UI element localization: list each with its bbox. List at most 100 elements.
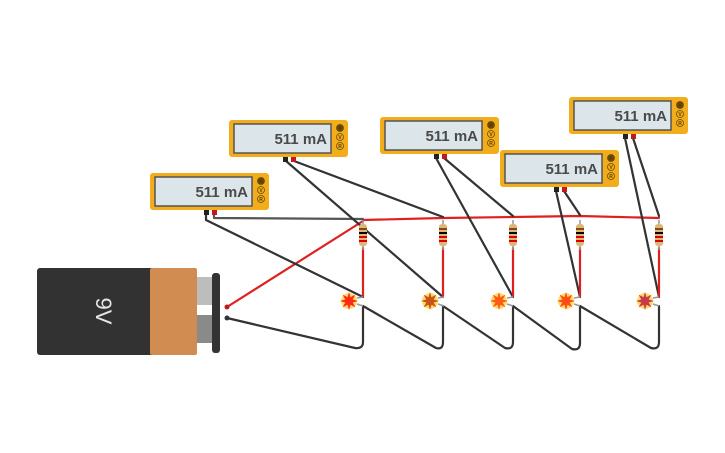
resistor[interactable]	[655, 220, 663, 250]
resistor-band	[576, 240, 584, 242]
resistor[interactable]	[509, 220, 517, 250]
multimeter-5[interactable]: 511 mA AVR	[569, 97, 688, 139]
probe-red[interactable]	[562, 187, 567, 192]
wire-battery-negative[interactable]	[225, 304, 365, 350]
battery-9v[interactable]: 9V	[37, 268, 230, 355]
meter-reading: 511 mA	[425, 128, 478, 145]
led-5[interactable]	[636, 292, 660, 310]
battery-terminal-negative	[197, 315, 213, 343]
mode-label: V	[489, 132, 493, 138]
mode-r-button[interactable]	[336, 142, 344, 150]
wire-meter4-red[interactable]	[562, 189, 582, 217]
led-4[interactable]	[557, 292, 581, 310]
resistor[interactable]	[576, 220, 584, 250]
resistor-band	[359, 232, 367, 234]
mode-label: A	[609, 156, 613, 162]
mode-label: R	[338, 144, 342, 150]
battery-connector-negative[interactable]	[224, 315, 230, 321]
mode-a-button[interactable]	[607, 154, 615, 162]
resistor[interactable]	[439, 220, 447, 250]
mode-a-button[interactable]	[487, 121, 495, 129]
led-glow	[557, 292, 575, 310]
mode-label: R	[678, 121, 682, 127]
resistor-band	[576, 236, 584, 238]
wire-chain-4[interactable]	[578, 304, 661, 350]
probe-red[interactable]	[291, 157, 296, 162]
wire-red-bus[interactable]	[361, 214, 661, 222]
wire-meter4-black[interactable]	[554, 189, 582, 299]
led-1[interactable]	[340, 292, 364, 310]
meter-display	[504, 153, 603, 184]
meter-display	[154, 176, 253, 207]
probe-red[interactable]	[631, 134, 636, 139]
multimeter-4[interactable]: 511 mA AVR	[500, 150, 619, 192]
wire-meter1-red[interactable]	[212, 212, 365, 221]
wire-chain-3[interactable]	[511, 304, 582, 351]
mode-a-button[interactable]	[676, 101, 684, 109]
mode-label: A	[338, 126, 342, 132]
resistor-band	[359, 228, 367, 230]
battery-terminal-positive	[197, 277, 213, 305]
resistor-band	[509, 232, 517, 234]
mode-label: R	[609, 174, 613, 180]
mode-a-button[interactable]	[336, 124, 344, 132]
mode-v-button[interactable]	[607, 163, 615, 171]
resistor-band	[655, 240, 663, 242]
wire-meter3-black[interactable]	[434, 156, 515, 299]
mode-v-button[interactable]	[487, 130, 495, 138]
mode-label: A	[489, 123, 493, 129]
led-3[interactable]	[490, 292, 514, 310]
mode-label: V	[678, 112, 682, 118]
resistor-band	[655, 228, 663, 230]
mode-r-button[interactable]	[607, 172, 615, 180]
wire-meter2-red[interactable]	[292, 159, 445, 219]
probe-black[interactable]	[434, 154, 439, 159]
mode-v-button[interactable]	[676, 110, 684, 118]
wire-chain-2[interactable]	[441, 304, 515, 350]
wire-meter1-black[interactable]	[204, 212, 365, 299]
mode-v-button[interactable]	[336, 133, 344, 141]
probe-red[interactable]	[212, 210, 217, 215]
battery-label-band	[150, 268, 197, 355]
resistor-band	[509, 240, 517, 242]
led-2[interactable]	[421, 292, 445, 310]
wire-chain-1[interactable]	[361, 304, 445, 350]
meter-reading: 511 mA	[195, 184, 248, 201]
probe-black[interactable]	[554, 187, 559, 192]
battery-plate	[212, 273, 220, 353]
multimeter-3[interactable]: 511 mA AVR	[380, 117, 499, 159]
led-glow	[490, 292, 508, 310]
resistor-band	[439, 232, 447, 234]
mode-label: R	[489, 141, 493, 147]
meter-reading: 511 mA	[545, 161, 598, 178]
mode-label: V	[259, 188, 263, 194]
wire-meter5-red[interactable]	[631, 136, 661, 218]
wires	[204, 136, 661, 351]
multimeter-2[interactable]: 511 mA AVR	[229, 120, 348, 162]
wire-meter3-red[interactable]	[442, 156, 515, 218]
probe-black[interactable]	[623, 134, 628, 139]
mode-r-button[interactable]	[676, 119, 684, 127]
probe-black[interactable]	[204, 210, 209, 215]
led-glow	[421, 292, 439, 310]
resistor[interactable]	[359, 220, 367, 250]
led-glow	[636, 292, 654, 310]
resistors	[359, 220, 663, 250]
resistor-band	[576, 228, 584, 230]
probe-black[interactable]	[283, 157, 288, 162]
mode-r-button[interactable]	[257, 195, 265, 203]
mode-r-button[interactable]	[487, 139, 495, 147]
multimeter-1[interactable]: 511 mA AVR	[150, 173, 269, 215]
battery-connector-positive[interactable]	[224, 304, 230, 310]
resistor-band	[439, 236, 447, 238]
resistor-band	[359, 236, 367, 238]
wire-meter5-black[interactable]	[623, 136, 661, 299]
mode-v-button[interactable]	[257, 186, 265, 194]
probe-red[interactable]	[442, 154, 447, 159]
meter-reading: 511 mA	[614, 108, 667, 125]
meter-display	[233, 123, 332, 154]
mode-a-button[interactable]	[257, 177, 265, 185]
resistor-band	[576, 232, 584, 234]
